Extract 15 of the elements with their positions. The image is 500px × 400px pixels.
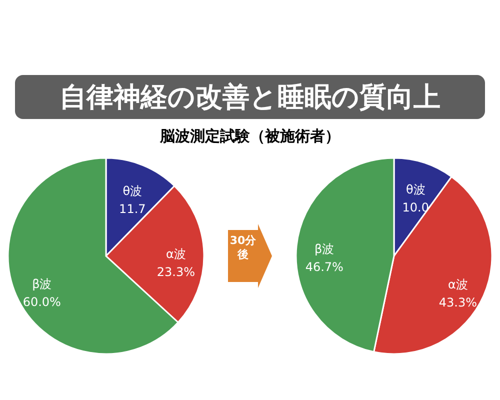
text: 脳波測定試験（被施術者） (160, 127, 340, 146)
data-label: 11.7 (119, 202, 146, 216)
arrow-icon: 30分後 (228, 224, 272, 288)
slice-label: α波 (448, 277, 468, 292)
slice-label: θ波 (406, 182, 426, 196)
data-label: 46.7% (305, 260, 344, 274)
chart-title: 自律神経の改善と睡眠の質向上 (15, 75, 485, 119)
data-label: 60.0% (22, 295, 61, 310)
slice-label: β波 (32, 277, 52, 292)
slice-label: α波 (166, 247, 186, 262)
data-label: 23.3% (156, 265, 196, 280)
data-label: 43.3% (438, 295, 478, 310)
slice-label: θ波 (122, 184, 142, 198)
slice-label: β波 (314, 242, 334, 256)
data-label: 10.0 (402, 200, 429, 214)
